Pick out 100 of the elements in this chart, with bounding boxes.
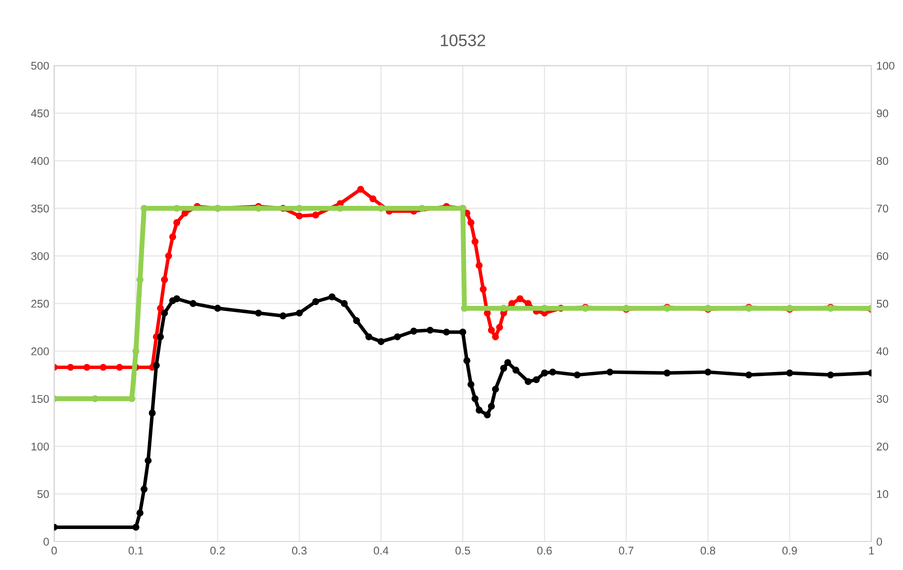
- point: [128, 395, 136, 402]
- point: [496, 324, 504, 331]
- y2-tick-label: 60: [876, 252, 888, 260]
- point: [426, 326, 434, 334]
- point: [214, 304, 222, 312]
- point: [340, 300, 348, 307]
- point: [476, 406, 483, 414]
- point: [472, 395, 479, 402]
- point: [410, 328, 418, 335]
- point: [541, 304, 548, 312]
- y-tick-label: 400: [31, 157, 49, 165]
- point: [532, 376, 540, 384]
- y-tick-label: 500: [31, 62, 49, 70]
- y-tick-label: 100: [32, 442, 49, 450]
- point: [312, 212, 320, 218]
- x-tick-label: 0.9: [782, 546, 797, 555]
- point: [132, 348, 140, 355]
- y-tick-label: 300: [31, 252, 49, 260]
- point: [549, 368, 556, 376]
- y-tick-label: 0: [44, 538, 49, 546]
- point: [328, 293, 336, 300]
- point: [574, 371, 581, 378]
- point: [467, 380, 474, 388]
- point: [92, 395, 99, 402]
- point: [512, 366, 520, 374]
- point: [353, 317, 360, 324]
- point: [67, 364, 74, 371]
- x-tick-label: 0.2: [210, 546, 225, 555]
- x-tick-label: 0.3: [292, 546, 307, 555]
- point: [508, 300, 516, 307]
- y2-tick-label: 80: [876, 157, 888, 165]
- point: [524, 378, 532, 386]
- y2-tick-label: 50: [876, 300, 888, 308]
- y-tick-label: 150: [32, 394, 49, 403]
- y2-tick-label: 70: [876, 204, 888, 212]
- point: [460, 304, 468, 312]
- point: [442, 328, 450, 336]
- y2-tick-label: 10: [877, 490, 888, 498]
- point: [83, 364, 90, 371]
- point: [704, 368, 712, 376]
- point: [488, 326, 495, 334]
- point: [472, 238, 479, 246]
- point: [156, 304, 164, 312]
- point: [173, 295, 180, 302]
- y-tick-label: 350: [31, 204, 49, 212]
- point: [144, 457, 152, 464]
- x-tick-label: 0: [52, 546, 57, 555]
- point: [116, 364, 124, 371]
- point: [100, 364, 107, 371]
- point: [161, 276, 168, 284]
- point: [296, 204, 303, 212]
- x-tick-label: 0.6: [537, 546, 552, 555]
- point: [467, 219, 474, 226]
- point: [190, 300, 197, 307]
- point: [296, 310, 303, 317]
- x-tick-label: 0.5: [456, 546, 470, 555]
- point: [394, 333, 401, 340]
- point: [369, 195, 376, 202]
- point: [378, 204, 385, 212]
- point: [492, 386, 499, 393]
- x-tick-label: 0.4: [374, 546, 388, 555]
- x-tick-label: 0.1: [128, 546, 144, 555]
- point: [827, 371, 834, 378]
- point: [357, 186, 364, 193]
- y2-tick-label: 100: [877, 62, 894, 70]
- y-tick-label: 50: [37, 490, 49, 498]
- point: [156, 333, 164, 340]
- y2-tick-label: 40: [876, 347, 888, 356]
- point: [516, 295, 524, 302]
- y2-tick-label: 90: [876, 109, 888, 118]
- point: [488, 402, 495, 410]
- point: [136, 276, 144, 284]
- point: [378, 338, 385, 346]
- point: [140, 486, 148, 493]
- x-tick-label: 0.7: [618, 546, 634, 555]
- point: [500, 304, 508, 312]
- point: [336, 204, 344, 212]
- point: [484, 411, 491, 418]
- y-tick-label: 450: [31, 109, 49, 118]
- chart-title: 10532: [440, 34, 486, 46]
- x-tick-label: 0.8: [700, 546, 716, 555]
- point: [132, 524, 140, 531]
- y-tick-label: 200: [31, 347, 49, 356]
- point: [541, 370, 548, 376]
- point: [312, 298, 320, 306]
- point: [484, 310, 491, 317]
- y2-tick-label: 20: [876, 442, 888, 450]
- point: [169, 233, 176, 240]
- point: [140, 204, 148, 212]
- point: [148, 410, 156, 416]
- point: [664, 370, 671, 376]
- point: [173, 204, 180, 212]
- point: [161, 310, 168, 317]
- point: [459, 328, 466, 336]
- point: [606, 368, 614, 376]
- point: [480, 286, 487, 293]
- point: [500, 364, 508, 372]
- point: [476, 262, 483, 269]
- point: [165, 252, 172, 260]
- point: [463, 357, 470, 364]
